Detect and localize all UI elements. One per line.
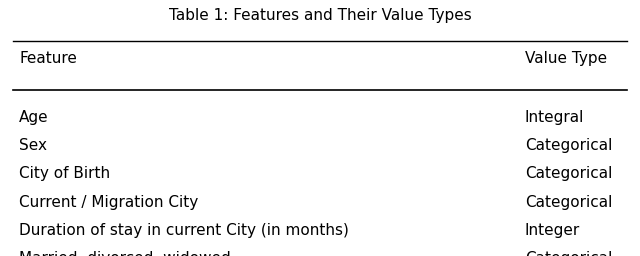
Text: Categorical: Categorical — [525, 166, 612, 182]
Text: Age: Age — [19, 110, 49, 125]
Text: Feature: Feature — [19, 51, 77, 66]
Text: Value Type: Value Type — [525, 51, 607, 66]
Text: Categorical: Categorical — [525, 251, 612, 256]
Text: Sex: Sex — [19, 138, 47, 153]
Text: Integer: Integer — [525, 223, 580, 238]
Text: Current / Migration City: Current / Migration City — [19, 195, 198, 210]
Text: Married, divorced, widowed: Married, divorced, widowed — [19, 251, 231, 256]
Text: Duration of stay in current City (in months): Duration of stay in current City (in mon… — [19, 223, 349, 238]
Text: City of Birth: City of Birth — [19, 166, 110, 182]
Text: Categorical: Categorical — [525, 138, 612, 153]
Text: Integral: Integral — [525, 110, 584, 125]
Text: Table 1: Features and Their Value Types: Table 1: Features and Their Value Types — [168, 8, 472, 23]
Text: Categorical: Categorical — [525, 195, 612, 210]
